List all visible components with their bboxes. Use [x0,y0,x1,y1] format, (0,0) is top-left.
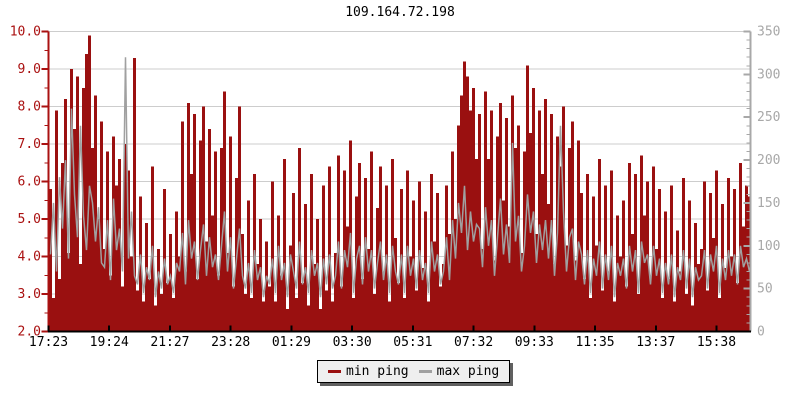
svg-text:01:29: 01:29 [272,335,311,350]
legend: min ping max ping [317,360,511,383]
svg-text:150: 150 [757,196,780,211]
min-ping-label: min ping [346,364,409,379]
svg-text:8.0: 8.0 [18,100,41,115]
svg-text:05:31: 05:31 [393,335,432,350]
svg-text:50: 50 [757,282,773,297]
svg-text:17:23: 17:23 [29,335,68,350]
svg-text:13:37: 13:37 [636,335,675,350]
svg-text:4.0: 4.0 [18,250,41,265]
svg-text:100: 100 [757,239,780,254]
max-ping-label: max ping [436,364,500,379]
svg-text:6.0: 6.0 [18,175,41,190]
svg-text:200: 200 [757,153,780,168]
svg-text:21:27: 21:27 [150,335,189,350]
svg-text:0: 0 [757,325,765,340]
svg-text:09:33: 09:33 [515,335,554,350]
graph-title: 109.164.72.198 [345,5,455,20]
svg-text:2.0: 2.0 [18,325,41,340]
max-ping-swatch [418,370,432,373]
svg-text:11:35: 11:35 [575,335,614,350]
svg-text:9.0: 9.0 [18,62,41,77]
legend-item-max-ping: max ping [418,364,500,379]
svg-text:5.0: 5.0 [18,212,41,227]
min-ping-swatch [328,370,341,373]
legend-item-min-ping: min ping [328,364,409,379]
svg-text:15:38: 15:38 [697,335,736,350]
svg-text:10.0: 10.0 [10,25,41,40]
svg-text:23:28: 23:28 [211,335,250,350]
svg-text:3.0: 3.0 [18,287,41,302]
svg-text:03:30: 03:30 [333,335,372,350]
svg-text:07:32: 07:32 [454,335,493,350]
svg-text:300: 300 [757,67,780,82]
svg-text:250: 250 [757,110,780,125]
svg-text:19:24: 19:24 [90,335,129,350]
svg-text:7.0: 7.0 [18,137,41,152]
svg-text:350: 350 [757,25,780,40]
